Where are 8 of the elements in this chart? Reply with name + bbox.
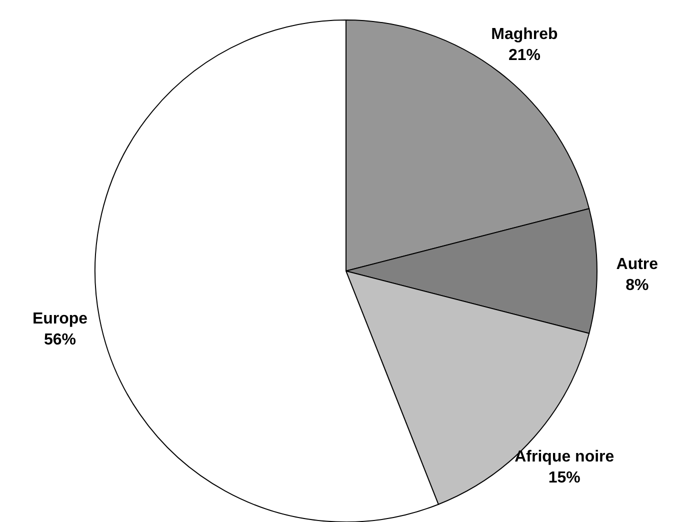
slice-label: Europe [32,310,88,328]
slice-label: Maghreb [491,26,558,43]
data-label: 15% [548,470,580,487]
slice-label: Autre [616,256,658,273]
data-label: 8% [626,277,649,294]
slice-label: Afrique noire [514,448,614,466]
data-label: 21% [508,46,540,64]
data-label: 56% [44,332,76,349]
